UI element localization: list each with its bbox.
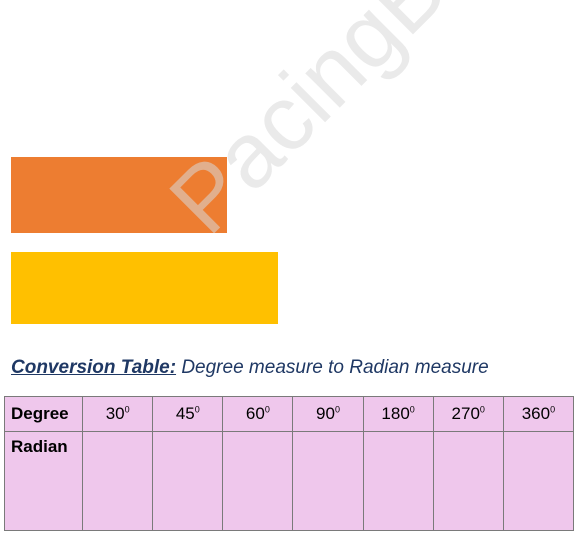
degree-cell: 2700 <box>432 396 504 432</box>
radian-cell <box>82 431 154 531</box>
radian-cell <box>292 431 364 531</box>
degree-cell: 900 <box>292 396 364 432</box>
table-heading: Conversion Table: Degree measure to Radi… <box>11 357 489 379</box>
degree-cell: 300 <box>82 396 154 432</box>
radian-cell <box>432 431 504 531</box>
degree-symbol: 0 <box>334 404 340 415</box>
degree-symbol: 0 <box>194 404 200 415</box>
heading-bold-label: Conversion Table: <box>11 357 177 378</box>
degree-row: Degree 300 450 600 900 1800 2700 3600 <box>3 396 575 432</box>
radian-cell <box>362 431 434 531</box>
degree-cell: 1800 <box>362 396 434 432</box>
radian-cell <box>152 431 224 531</box>
degree-value: 45 <box>175 404 195 423</box>
degree-symbol: 0 <box>479 404 485 415</box>
radian-row-header: Radian <box>3 431 84 531</box>
degree-value: 270 <box>451 404 480 423</box>
degree-cell: 450 <box>152 396 224 432</box>
degree-value: 90 <box>316 404 335 423</box>
degree-cell: 3600 <box>502 396 575 432</box>
radian-row: Radian <box>3 431 575 531</box>
conversion-table: Degree 300 450 600 900 1800 2700 3600 Ra… <box>3 396 575 531</box>
degree-symbol: 0 <box>550 404 556 415</box>
degree-value: 30 <box>105 404 125 423</box>
degree-value: 60 <box>245 404 265 423</box>
orange-bar <box>11 157 227 233</box>
heading-rest: Degree measure to Radian measure <box>181 357 489 378</box>
degree-row-header: Degree <box>3 396 84 432</box>
degree-cell: 600 <box>222 396 294 432</box>
degree-value: 360 <box>521 404 551 423</box>
yellow-bar <box>11 252 278 324</box>
radian-cell <box>222 431 294 531</box>
radian-cell <box>502 431 575 531</box>
degree-symbol: 0 <box>264 404 270 415</box>
degree-symbol: 0 <box>409 404 415 415</box>
degree-value: 180 <box>381 404 410 423</box>
degree-symbol: 0 <box>124 404 130 415</box>
